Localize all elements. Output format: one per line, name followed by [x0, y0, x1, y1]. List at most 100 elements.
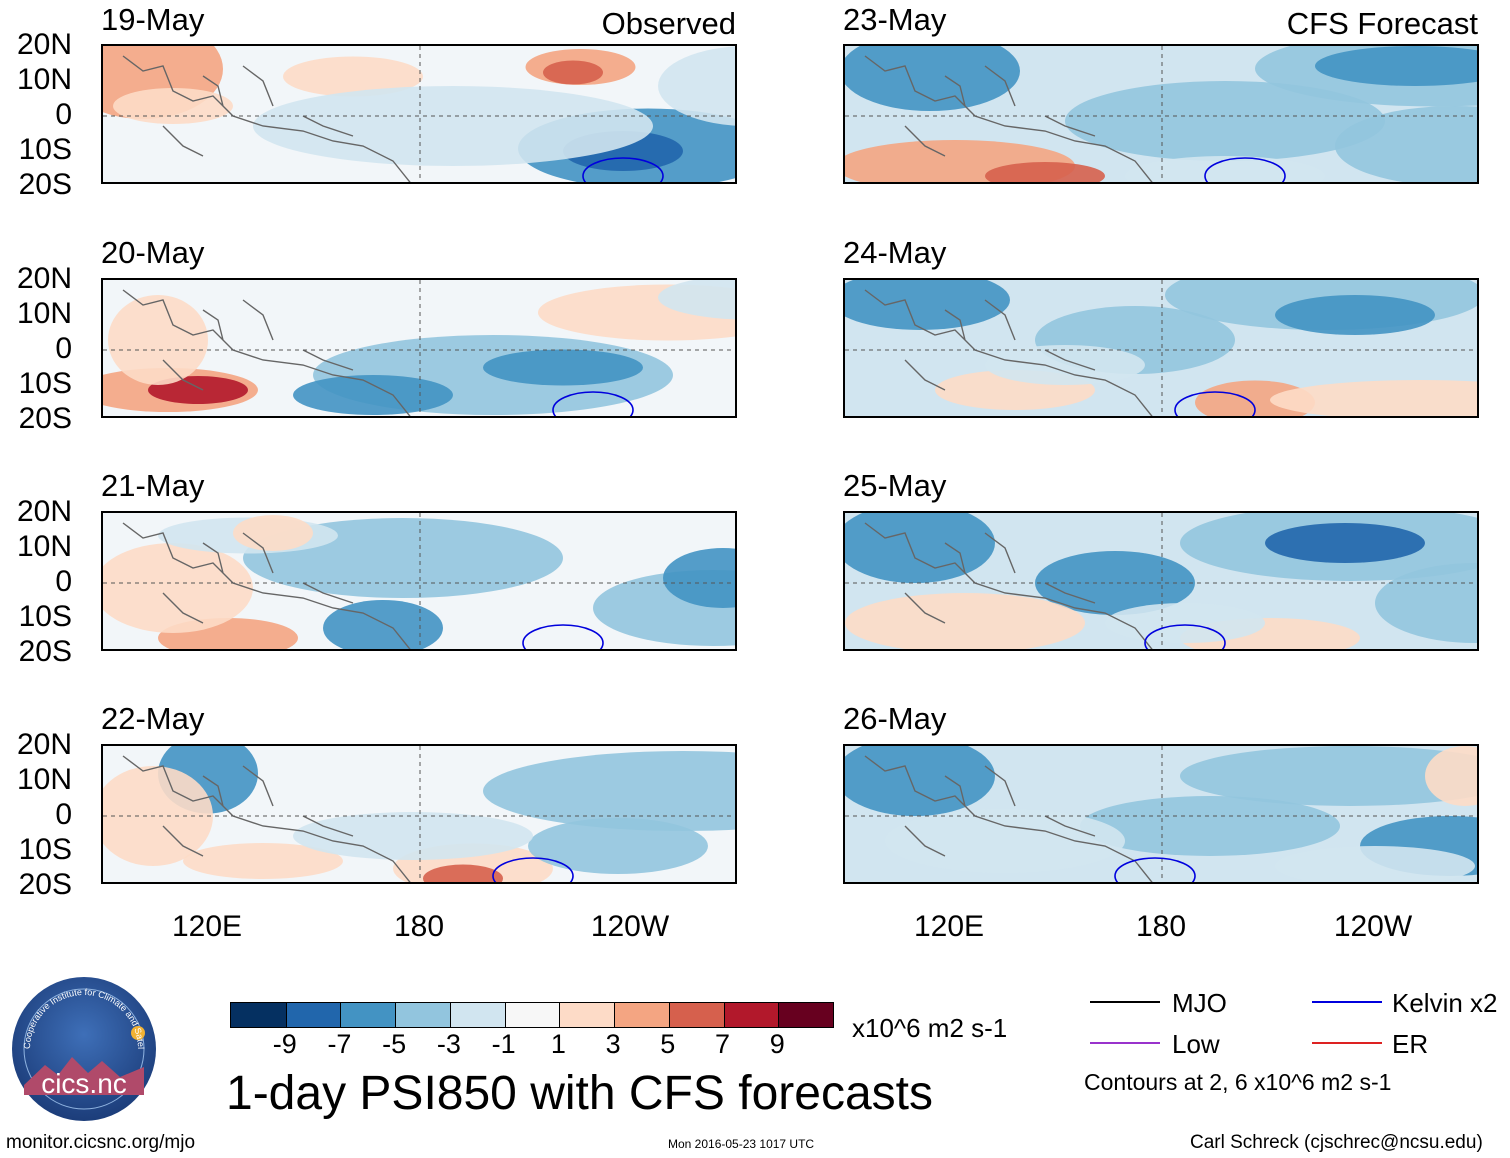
colorbar-cell: [340, 1003, 396, 1027]
mjo-legend-line: [1090, 1001, 1160, 1003]
anomaly-region: [658, 280, 735, 320]
lat-label: 10N: [16, 297, 72, 330]
lat-label: 20S: [18, 635, 72, 668]
lat-label: 0: [55, 332, 72, 365]
lat-label: 0: [55, 565, 72, 598]
colorbar-cell: [504, 1003, 560, 1027]
colorbar-tick-label: -3: [436, 1029, 461, 1059]
panel-date: 26-May: [843, 701, 947, 736]
lat-label: 20N: [16, 262, 72, 295]
anomaly-region: [658, 46, 735, 126]
anomaly-region: [1270, 380, 1477, 416]
colorbar-tick-label: 7: [715, 1029, 731, 1059]
logo-text: cics.nc: [41, 1068, 127, 1099]
low-legend-line: [1090, 1042, 1160, 1044]
kelvin-contour: [522, 624, 604, 649]
anomaly-region: [845, 593, 1085, 649]
lat-label: 10S: [18, 600, 72, 633]
lon-label: 120E: [913, 910, 985, 943]
anomaly-region: [423, 864, 503, 882]
anomaly-region: [323, 600, 443, 649]
map-panel-21-may: [101, 511, 737, 651]
kelvin-contour: [492, 857, 574, 882]
anomaly-region: [293, 812, 533, 860]
lat-label: 10N: [16, 63, 72, 96]
anomaly-region: [845, 46, 1020, 111]
er-legend-line: [1312, 1042, 1382, 1044]
lat-label: 10S: [18, 833, 72, 866]
legend-label-low: Low: [1172, 1029, 1220, 1059]
colorbar-cell: [449, 1003, 505, 1027]
anomaly-region: [103, 766, 213, 866]
panel-date: 23-May: [843, 2, 947, 37]
lat-label: 10S: [18, 133, 72, 166]
colorbar-cell: [778, 1003, 833, 1027]
footer-author: Carl Schreck (cjschrec@ncsu.edu): [1190, 1132, 1483, 1153]
anomaly-region: [483, 349, 643, 386]
panel-date: 20-May: [101, 235, 205, 270]
lat-label: 20S: [18, 868, 72, 901]
lat-label: 10N: [16, 763, 72, 796]
footer-url: monitor.cicsnc.org/mjo: [6, 1132, 196, 1153]
anomaly-region: [1105, 603, 1265, 643]
colorbar-cell: [668, 1003, 724, 1027]
kelvin-contour: [1144, 624, 1226, 649]
anomaly-region: [483, 751, 735, 831]
lat-label: 20N: [16, 28, 72, 61]
footer-timestamp: Mon 2016-05-23 1017 UTC: [668, 1137, 815, 1151]
colorbar-cell: [231, 1003, 286, 1027]
kelvin-contour: [1174, 391, 1256, 416]
colorbar-tick-label: -5: [382, 1029, 407, 1059]
colorbar: [230, 1002, 834, 1028]
anomaly-region: [1265, 523, 1425, 563]
panel-date: 21-May: [101, 468, 205, 503]
lat-label: 20N: [16, 495, 72, 528]
anomaly-region: [1125, 156, 1325, 182]
colorbar-tick-label: -7: [327, 1029, 352, 1059]
kelvin-contour: [582, 157, 664, 182]
panel-date: 19-May: [101, 2, 205, 37]
anomaly-region: [845, 280, 1010, 330]
anomaly-region: [885, 809, 1125, 873]
anomaly-region: [1315, 46, 1477, 86]
colorbar-cell: [395, 1003, 450, 1027]
anomaly-region: [233, 515, 313, 551]
map-panel-24-may: [843, 278, 1479, 418]
anomaly-region: [113, 88, 233, 124]
anomaly-region: [1275, 846, 1475, 882]
lat-label: 20S: [18, 402, 72, 435]
lat-label: 0: [55, 98, 72, 131]
anomaly-region: [1425, 746, 1477, 806]
anomaly-region: [253, 86, 653, 166]
lat-label: 10N: [16, 530, 72, 563]
colorbar-tick-label: 1: [550, 1029, 566, 1059]
anomaly-region: [283, 56, 423, 97]
anomaly-region: [1180, 746, 1477, 806]
colorbar-tick-label: 9: [769, 1029, 785, 1059]
forecast-label: CFS Forecast: [1286, 6, 1478, 41]
figure-title: 1-day PSI850 with CFS forecasts: [226, 1067, 933, 1120]
anomaly-region: [1275, 295, 1435, 335]
anomaly-region: [543, 60, 603, 85]
legend-label-kelvin: Kelvin x2: [1392, 988, 1498, 1018]
lon-label: 120W: [590, 910, 670, 943]
panel-date: 25-May: [843, 468, 947, 503]
anomaly-region: [1080, 796, 1340, 856]
lon-label: 120E: [171, 910, 243, 943]
colorbar-tick-label: 5: [660, 1029, 676, 1059]
map-panel-23-may: [843, 44, 1479, 184]
anomaly-region: [985, 162, 1105, 182]
anomaly-region: [985, 345, 1145, 385]
map-panel-22-may: [101, 744, 737, 884]
colorbar-cell: [723, 1003, 779, 1027]
legend-label-er: ER: [1392, 1029, 1429, 1059]
colorbar-tick-label: -9: [272, 1029, 297, 1059]
kelvin-contour: [552, 391, 634, 416]
colorbar-tick-label: -1: [491, 1029, 516, 1059]
lon-label: 180: [393, 910, 445, 943]
colorbar-cell: [559, 1003, 615, 1027]
observed-label: Observed: [601, 6, 736, 41]
map-panel-25-may: [843, 511, 1479, 651]
anomaly-region: [663, 548, 735, 608]
cicsnc-logo: Cooperative Institute for Climate and Sa…: [7, 967, 158, 1123]
